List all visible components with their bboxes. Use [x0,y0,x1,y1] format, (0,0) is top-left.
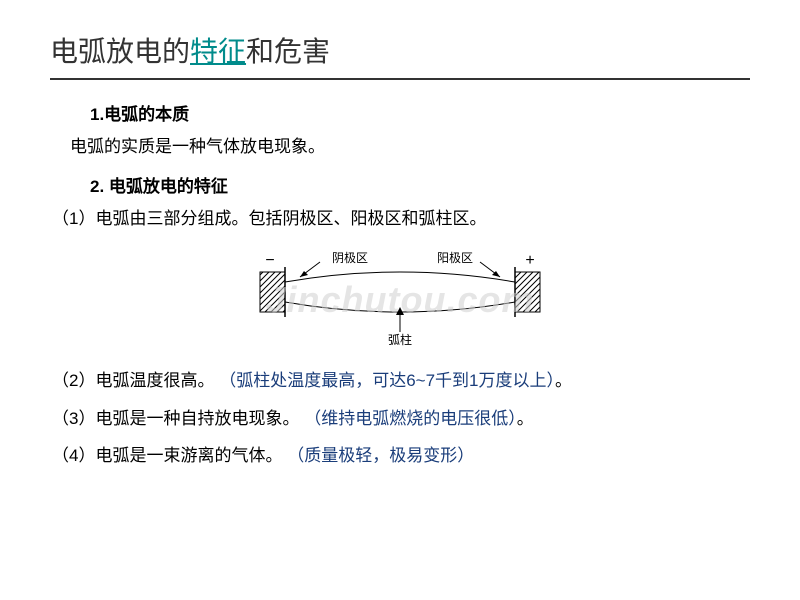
title-part1: 电弧放电的 [50,36,190,67]
section1-heading: 1.电弧的本质 [90,100,750,125]
section2-heading: 2. 电弧放电的特征 [90,172,750,197]
title-divider [50,78,750,80]
title-highlight: 特征 [190,36,246,67]
section1-text: 电弧的实质是一种气体放电现象。 [70,133,750,160]
item3-end: 。 [517,409,534,428]
item4-main: （4）电弧是一束游离的气体。 [52,446,282,465]
arc-column-label: 弧柱 [388,332,412,347]
page-title: 电弧放电的特征和危害 [50,30,750,70]
item3-annotation: （维持电弧燃烧的电压很低） [304,409,517,428]
item2-main: （2）电弧温度很高。 [52,371,214,390]
svg-text:+: + [525,252,534,269]
anode-label: 阳极区 [437,251,473,265]
arc-diagram-container: − + 阴极区 阳极区 弧柱 [50,247,750,347]
title-part2: 和危害 [246,36,330,67]
cathode-label: 阴极区 [332,251,368,265]
arc-diagram: − + 阴极区 阳极区 弧柱 [240,247,560,347]
item2: （2）电弧温度很高。 （弧柱处温度最高，可达6~7千到1万度以上）。 [52,367,750,394]
item4-annotation: （质量极轻，极易变形） [287,446,474,465]
svg-text:−: − [265,252,274,269]
item1: （1）电弧由三部分组成。包括阴极区、阳极区和弧柱区。 [52,205,750,232]
item2-end: 。 [555,371,572,390]
item3-main: （3）电弧是一种自持放电现象。 [52,409,299,428]
item4: （4）电弧是一束游离的气体。 （质量极轻，极易变形） [52,442,750,469]
item2-annotation: （弧柱处温度最高，可达6~7千到1万度以上） [219,371,555,390]
item3: （3）电弧是一种自持放电现象。 （维持电弧燃烧的电压很低）。 [52,405,750,432]
